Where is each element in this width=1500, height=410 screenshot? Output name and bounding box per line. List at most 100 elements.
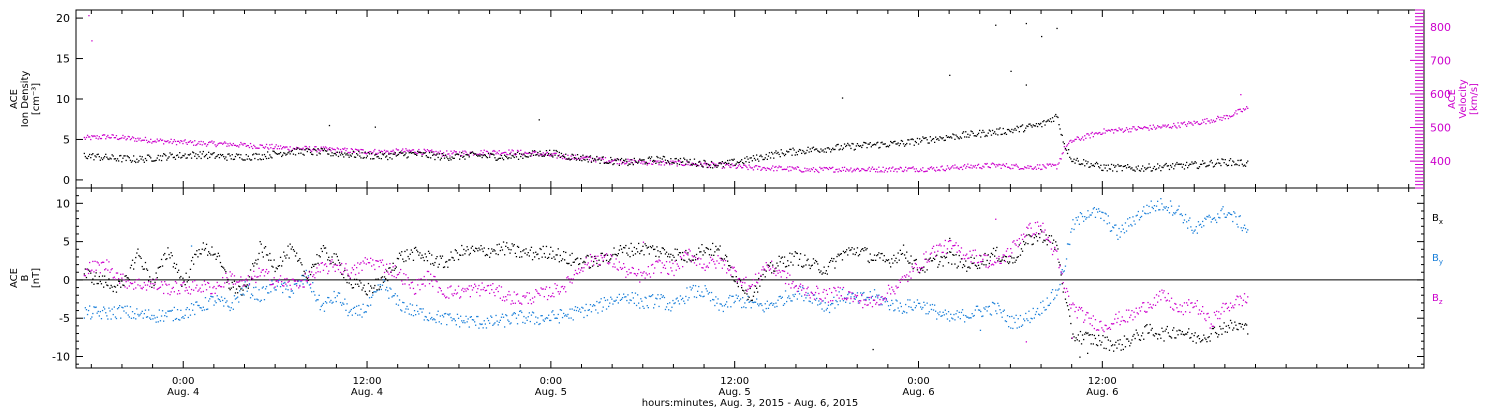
density-point (726, 162, 728, 165)
density-point (576, 154, 579, 156)
bx-point (726, 256, 728, 258)
velocity-point (638, 159, 640, 162)
velocity-point (909, 167, 911, 169)
bz-point (377, 260, 379, 262)
bz-point (360, 262, 362, 264)
density-point (886, 145, 889, 147)
bx-point (911, 263, 913, 265)
bx-point (327, 259, 329, 261)
by-point (114, 316, 117, 318)
by-point (703, 295, 705, 297)
by-point (1159, 209, 1161, 211)
by-point (1163, 206, 1165, 208)
velocity-point (103, 134, 105, 136)
bx-point (974, 264, 976, 266)
velocity-point (1119, 128, 1121, 130)
bx-point (830, 260, 832, 262)
velocity-point (97, 138, 99, 140)
by-point (362, 303, 364, 305)
density-point (578, 157, 580, 160)
bx-point (901, 252, 904, 255)
bz-point (407, 277, 409, 279)
velocity-point (318, 149, 320, 151)
velocity-point (1081, 136, 1084, 138)
density-point (442, 154, 445, 156)
by-point (930, 308, 933, 311)
velocity-point (490, 153, 492, 155)
bx-point (170, 252, 172, 254)
bx-point (115, 291, 118, 293)
bz-point (427, 270, 430, 273)
velocity-point (1160, 127, 1162, 129)
density-point (705, 162, 707, 165)
by-point (1053, 298, 1055, 301)
density-point (1040, 122, 1042, 124)
by-point (134, 313, 136, 315)
bx-point (1210, 333, 1212, 335)
density-point (487, 152, 490, 155)
velocity-point (847, 169, 849, 171)
density-point (774, 152, 776, 154)
density-point (380, 158, 382, 160)
bz-point (322, 269, 325, 271)
velocity-point (876, 168, 878, 170)
bx-point (540, 248, 542, 251)
density-point (430, 157, 432, 159)
density-point (907, 139, 909, 141)
by-point (437, 310, 439, 312)
velocity-point (544, 154, 546, 156)
density-point (211, 153, 213, 156)
velocity-point (1085, 137, 1087, 139)
bx-point (914, 259, 916, 261)
bz-point (188, 286, 190, 288)
bx-point (334, 263, 336, 265)
by-point (215, 302, 217, 304)
velocity-point (86, 134, 89, 136)
bx-point (565, 251, 567, 254)
bz-point (276, 280, 278, 282)
density-point (311, 153, 313, 155)
by-point (84, 307, 86, 309)
by-point (544, 318, 546, 320)
by-point (884, 301, 886, 303)
velocity-point (1166, 125, 1168, 127)
density-point (756, 154, 758, 156)
density-point (185, 157, 187, 159)
density-point (1016, 125, 1018, 127)
bx-point (729, 265, 731, 267)
bx-point (428, 252, 431, 254)
density-point (960, 137, 963, 139)
velocity-point (883, 171, 885, 173)
by-point (180, 309, 182, 311)
velocity-point (747, 168, 749, 171)
velocity-point (810, 168, 812, 170)
density-point (957, 137, 959, 139)
bx-point (87, 269, 90, 271)
density-point (238, 153, 240, 156)
velocity-point (477, 153, 479, 155)
bz-point (219, 286, 222, 288)
bz-point (408, 284, 410, 286)
bx-point (331, 256, 333, 258)
bz-point (290, 288, 292, 290)
velocity-point (599, 157, 601, 159)
density-point (1035, 123, 1038, 125)
velocity-point (161, 139, 164, 141)
density-point (356, 153, 358, 155)
velocity-point (613, 159, 615, 161)
density-point (405, 152, 407, 154)
by-point (1017, 318, 1019, 320)
by-point (1099, 210, 1101, 212)
bz-point (346, 269, 348, 271)
density-point (493, 154, 495, 156)
by-point (492, 324, 494, 326)
bx-point (913, 259, 915, 262)
by-point (269, 284, 271, 286)
by-point (749, 300, 751, 303)
density-point (141, 156, 143, 158)
by-point (1050, 291, 1053, 294)
velocity-point (100, 137, 103, 140)
bz-point (419, 289, 421, 291)
by-point (346, 303, 348, 305)
velocity-point (975, 167, 978, 169)
